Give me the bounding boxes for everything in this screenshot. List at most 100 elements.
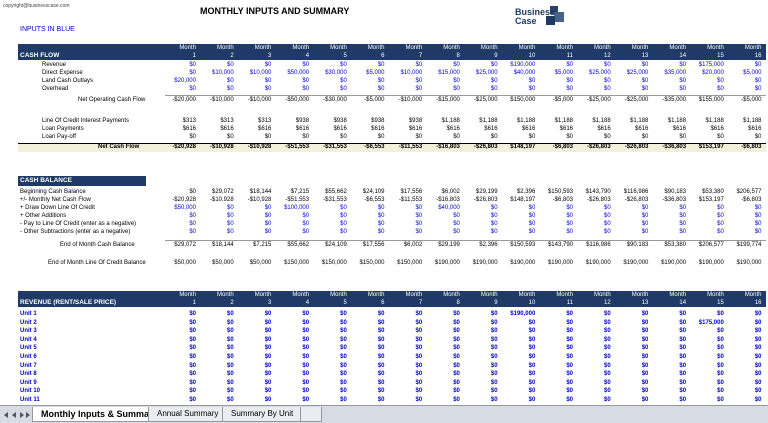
month-number: 16	[754, 300, 762, 306]
row-label: +/- Monthly Net Cash Flow	[20, 197, 91, 203]
cell-value: $0	[340, 205, 347, 211]
cell-value: $1,188	[516, 118, 536, 124]
cell-value: $0	[264, 336, 272, 343]
cell-value: $0	[528, 336, 536, 343]
cell-value: $0	[264, 78, 272, 84]
row-label: Unit 11	[20, 397, 40, 403]
cell-value: $0	[264, 205, 272, 211]
month-number: 10	[528, 300, 536, 306]
cell-value: $0	[227, 336, 234, 343]
month-number: 4	[305, 53, 310, 59]
sheet-tab[interactable]: Summary By Unit	[222, 407, 303, 422]
cell-value: $0	[453, 388, 460, 395]
cell-value: $1,188	[667, 118, 687, 124]
cell-value: $0	[415, 371, 423, 378]
cell-value: $0	[754, 345, 762, 352]
cell-value: $0	[302, 134, 310, 140]
cell-value: $0	[754, 134, 762, 140]
cell-value: $1,188	[592, 118, 611, 124]
sheet-tab[interactable]: Annual Summary	[148, 407, 228, 422]
cell-value: $0	[340, 345, 347, 352]
row-label: End of Month Line Of Credit Balance	[48, 260, 146, 266]
new-sheet-tab[interactable]	[300, 407, 322, 422]
cell-value: $0	[302, 311, 310, 317]
cell-value: $0	[641, 311, 649, 317]
month-number: 2	[230, 300, 234, 306]
cell-value: $0	[566, 388, 573, 395]
cell-value: -$6,553	[364, 197, 385, 203]
cell-value: -$10,928	[247, 144, 272, 150]
cell-value: $206,577	[698, 242, 724, 248]
month-number: 2	[230, 53, 234, 59]
cell-value: $0	[641, 388, 649, 395]
cell-value: $0	[189, 213, 196, 219]
cell-value: $0	[679, 371, 687, 378]
month-number: 11	[566, 300, 573, 306]
cell-value: $2,396	[516, 189, 536, 195]
cell-value: $0	[754, 371, 762, 378]
cell-value: $190,000	[698, 260, 724, 266]
tab-nav[interactable]	[2, 410, 30, 420]
cell-value: $0	[227, 134, 234, 140]
cell-value: $0	[641, 397, 649, 403]
cell-value: $0	[227, 319, 234, 326]
row-label: Unit 3	[20, 328, 37, 335]
cell-value: $0	[679, 354, 687, 360]
month-number: 10	[528, 53, 536, 59]
cell-value: -$25,000	[587, 97, 611, 103]
cell-value: $153,197	[698, 144, 724, 150]
cell-value: $0	[604, 86, 611, 92]
cell-value: $0	[604, 78, 611, 84]
cell-value: $0	[302, 354, 310, 360]
cell-value: $0	[490, 221, 498, 227]
cell-value: $0	[302, 379, 310, 386]
cell-value: $24,109	[325, 242, 347, 248]
cell-value: -$6,553	[364, 144, 385, 150]
cell-value: $5,000	[743, 70, 762, 76]
cell-value: $938	[295, 118, 310, 124]
cell-value: $0	[604, 213, 611, 219]
cell-value: $0	[415, 354, 423, 360]
month-number: 15	[717, 53, 724, 59]
cell-value: $0	[604, 336, 611, 343]
cell-value: $616	[371, 126, 385, 132]
cell-value: $0	[717, 345, 724, 352]
cell-value: $190,000	[547, 260, 573, 266]
cell-value: $0	[566, 311, 573, 317]
cell-value: $0	[264, 371, 272, 378]
cell-value: $0	[227, 371, 234, 378]
cell-value: $0	[264, 328, 272, 335]
sheet-tab[interactable]: Monthly Inputs & Summary	[32, 407, 167, 422]
cell-value: -$6,803	[741, 197, 762, 203]
cell-value: $616	[710, 126, 724, 132]
cell-value: $0	[302, 86, 310, 92]
cell-value: $0	[717, 388, 724, 395]
cell-value: $313	[258, 118, 272, 124]
cell-value: $0	[528, 354, 536, 360]
cell-value: -$10,928	[247, 197, 272, 203]
cell-value: $0	[377, 62, 385, 68]
cell-value: $0	[227, 397, 234, 403]
sheet-tabs: Monthly Inputs & Summary Annual Summary Su…	[0, 405, 768, 423]
cell-value: $0	[264, 229, 272, 235]
cell-value: $616	[484, 126, 498, 132]
cell-value: $0	[415, 397, 423, 403]
row-label: Unit 5	[20, 345, 37, 352]
cell-value: $0	[604, 221, 611, 227]
cell-value: $6,002	[403, 242, 423, 248]
header-band	[18, 291, 766, 307]
row-label: Direct Expense	[42, 70, 83, 76]
cell-value: $0	[415, 62, 423, 68]
cell-value: $0	[453, 336, 460, 343]
cell-value: $616	[446, 126, 460, 132]
cell-value: $0	[604, 134, 611, 140]
cell-value: $5,000	[554, 70, 573, 76]
cell-value: $25,000	[626, 70, 649, 76]
cell-value: $0	[415, 229, 423, 235]
month-number: 14	[679, 300, 687, 306]
cell-value: $0	[302, 319, 310, 326]
cell-value: $0	[604, 62, 611, 68]
cell-value: $0	[528, 221, 536, 227]
cell-value: $0	[717, 205, 724, 211]
cell-value: -$26,803	[587, 144, 611, 150]
